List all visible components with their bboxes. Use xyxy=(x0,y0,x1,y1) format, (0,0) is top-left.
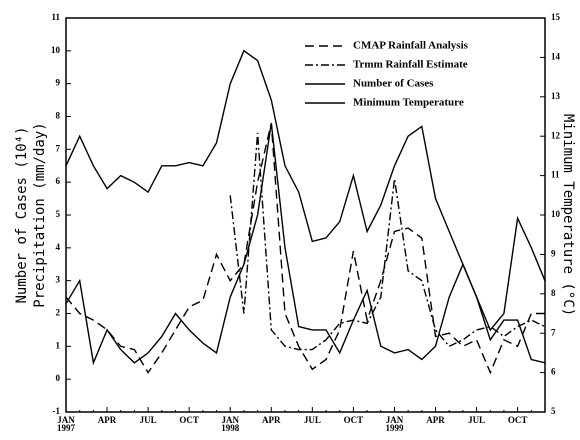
y2-tick-label: 13 xyxy=(551,91,561,101)
y-tick-label: 11 xyxy=(51,12,60,22)
legend-label: Trmm Rainfall Estimate xyxy=(353,59,468,71)
y-axis-label: Number of Cases (10⁴) xyxy=(14,126,30,303)
y2-axis-label: Minimum Temperature (°C) xyxy=(560,114,576,316)
x-tick-label: JAN 1998 xyxy=(221,415,240,433)
y2-tick-label: 15 xyxy=(551,12,561,22)
x-tick-label: JAN 1999 xyxy=(385,415,404,433)
y-tick-label: 1 xyxy=(56,340,61,350)
y2-tick-label: 11 xyxy=(551,170,560,180)
y-tick-label: 9 xyxy=(56,78,61,88)
y2-tick-label: 7 xyxy=(551,327,556,337)
x-tick-label: JAN 1997 xyxy=(57,415,76,433)
x-tick-label: JUL xyxy=(140,415,157,425)
series-line xyxy=(65,49,546,332)
y2-tick-label: 12 xyxy=(551,130,561,140)
y2-tick-label: 9 xyxy=(551,248,556,258)
y2-tick-label: 5 xyxy=(551,406,556,416)
x-tick-label: OCT xyxy=(508,415,528,425)
y-tick-label: 6 xyxy=(56,176,61,186)
x-tick-label: JUL xyxy=(468,415,485,425)
x-tick-label: APR xyxy=(262,415,281,425)
y-tick-label: 8 xyxy=(56,111,61,121)
x-tick-label: JUL xyxy=(304,415,321,425)
legend-label: Minimum Temperature xyxy=(353,97,464,109)
y-tick-label: 5 xyxy=(56,209,61,219)
y2-tick-label: 10 xyxy=(551,209,561,219)
legend-label: CMAP Rainfall Analysis xyxy=(353,40,469,52)
series-line xyxy=(65,122,546,366)
series-line xyxy=(65,122,545,375)
x-tick-label: OCT xyxy=(344,415,364,425)
legend-label: Number of Cases xyxy=(353,78,434,90)
x-tick-label: APR xyxy=(98,415,117,425)
y-tick-label: 10 xyxy=(51,45,61,55)
y2-tick-label: 14 xyxy=(551,51,561,61)
x-tick-label: OCT xyxy=(179,415,199,425)
y-tick-label: 0 xyxy=(56,373,61,383)
y-tick-label: -1 xyxy=(53,406,61,416)
x-tick-label: APR xyxy=(426,415,445,425)
y-tick-label: 2 xyxy=(56,308,61,318)
y-tick-label: 7 xyxy=(56,143,61,153)
y2-tick-label: 8 xyxy=(551,288,556,298)
y-tick-label: 3 xyxy=(56,275,61,285)
series-line xyxy=(229,132,546,351)
y2-tick-label: 6 xyxy=(551,367,556,377)
y-tick-label: 4 xyxy=(56,242,61,252)
y-axis-label: Precipitation (mm/day) xyxy=(32,122,48,307)
